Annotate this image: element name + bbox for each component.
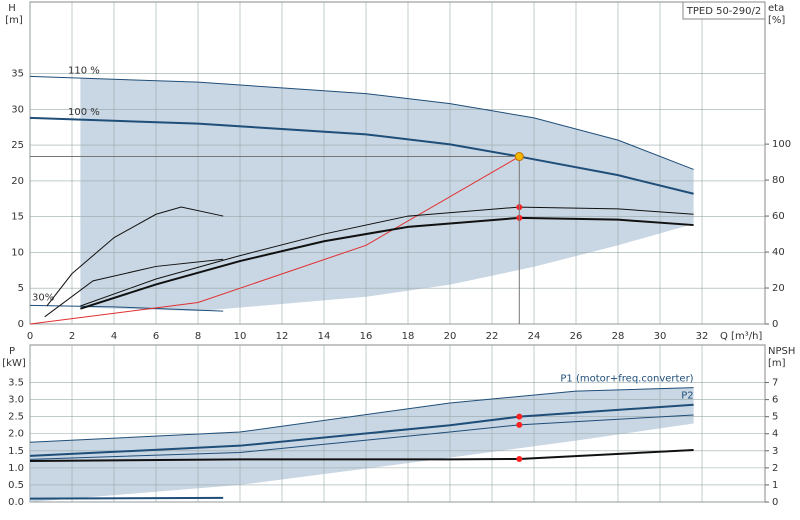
y2-tick-label: 60 <box>772 211 785 222</box>
x-tick-label: 32 <box>696 331 709 342</box>
x-tick-label: 20 <box>444 331 457 342</box>
x-tick-label: 28 <box>612 331 625 342</box>
y-tick-label: 2.5 <box>8 412 24 423</box>
y2-tick-label: 6 <box>772 395 778 406</box>
y2-tick-label: 40 <box>772 247 785 258</box>
y2-tick-label: 4 <box>772 429 778 440</box>
y-tick-label: 2.0 <box>8 429 24 440</box>
y-tick-label: 35 <box>11 69 24 80</box>
y-tick-label: 10 <box>11 247 24 258</box>
y-tick-label: 5 <box>18 283 24 294</box>
y-tick-label: 3.5 <box>8 378 24 389</box>
line <box>29 75 694 170</box>
band <box>80 77 694 312</box>
x-tick-label: 4 <box>111 331 117 342</box>
point <box>514 152 524 162</box>
x-tick-label: 30 <box>654 331 667 342</box>
x-tick-label: 22 <box>486 331 499 342</box>
y-tick-label: 1.0 <box>8 463 24 474</box>
y2-tick-label: 5 <box>772 412 778 423</box>
y-tick-label: 0.5 <box>8 480 24 491</box>
y2-axis-label: NPSH <box>768 346 795 357</box>
line <box>44 258 224 318</box>
curve-label: P2 <box>681 391 693 402</box>
curve-label: 110 % <box>68 65 100 76</box>
x-tick-label: 16 <box>360 331 373 342</box>
y2-axis-unit: [%] <box>768 15 785 26</box>
x-tick-label: 6 <box>153 331 159 342</box>
line <box>29 496 224 500</box>
y-tick-label: 3.0 <box>8 395 24 406</box>
y-axis-label: H <box>8 3 16 14</box>
chart-title: TPED 50-290/2 <box>686 6 762 17</box>
line <box>29 403 694 457</box>
y2-tick-label: 7 <box>772 378 778 389</box>
line <box>29 387 694 443</box>
y-tick-label: 1.5 <box>8 446 24 457</box>
x-tick-label: 10 <box>234 331 247 342</box>
y2-axis-unit: [m] <box>768 358 786 369</box>
y-tick-label: 20 <box>11 176 24 187</box>
y2-tick-label: 80 <box>772 175 785 186</box>
y-axis-unit: [m] <box>5 15 23 26</box>
curve-label: 30% <box>32 292 54 303</box>
line <box>29 304 224 312</box>
curve-label: P1 (motor+freq.converter) <box>560 374 693 385</box>
title-box <box>682 1 766 20</box>
x-tick-label: 14 <box>318 331 331 342</box>
line <box>29 156 520 325</box>
y2-tick-label: 0 <box>772 497 778 508</box>
y2-tick-label: 2 <box>772 463 778 474</box>
line <box>29 414 694 460</box>
y2-tick-label: 100 <box>772 139 791 150</box>
y-tick-label: 25 <box>11 140 24 151</box>
y-tick-label: 30 <box>11 104 24 115</box>
y-axis-label: P <box>9 346 15 357</box>
line <box>46 206 224 307</box>
y2-axis-label: eta <box>768 3 784 14</box>
x-tick-label: 2 <box>69 331 75 342</box>
x-tick-label: 12 <box>276 331 289 342</box>
x-tick-label: 26 <box>570 331 583 342</box>
y2-tick-label: 1 <box>772 480 778 491</box>
y-tick-label: 0.0 <box>8 497 24 508</box>
y2-tick-label: 3 <box>772 446 778 457</box>
line <box>80 216 694 310</box>
line <box>80 206 694 307</box>
x-axis-label: Q [m³/h] <box>720 331 762 342</box>
y2-tick-label: 0 <box>772 319 778 330</box>
x-tick-label: 0 <box>27 331 33 342</box>
y2-tick-label: 20 <box>772 283 785 294</box>
curve-label: 100 % <box>68 107 100 118</box>
point <box>516 455 523 462</box>
x-tick-label: 18 <box>402 331 415 342</box>
x-tick-label: 24 <box>528 331 541 342</box>
point <box>516 413 523 420</box>
y-tick-label: 0 <box>18 319 24 330</box>
line <box>29 116 694 195</box>
point <box>516 421 523 428</box>
x-tick-label: 8 <box>195 331 201 342</box>
line <box>29 448 694 463</box>
y-tick-label: 15 <box>11 212 24 223</box>
y-axis-unit: [kW] <box>2 358 26 369</box>
